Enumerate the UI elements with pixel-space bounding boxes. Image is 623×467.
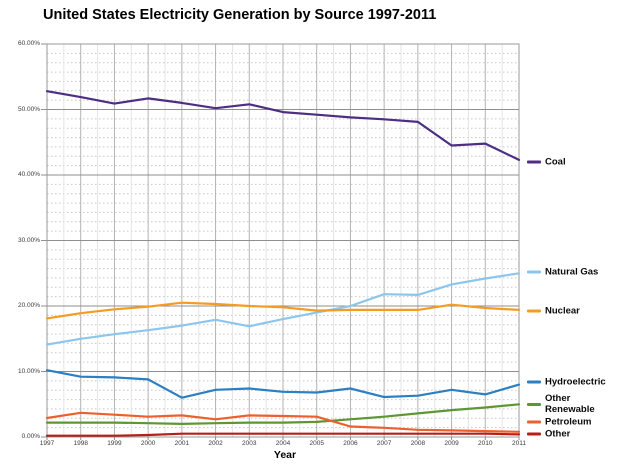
x-tick-label: 2011 bbox=[512, 440, 526, 447]
x-tick-label: 2006 bbox=[343, 440, 358, 447]
legend-label: Hydroelectric bbox=[545, 376, 606, 388]
series-line-natural-gas bbox=[45, 272, 521, 346]
legend-item-coal: Coal bbox=[527, 157, 566, 168]
y-tick-label: 20.00% bbox=[17, 302, 40, 309]
x-tick-label: 2002 bbox=[208, 440, 223, 447]
legend-label: Other bbox=[545, 428, 571, 440]
legend-label: Nuclear bbox=[545, 305, 580, 317]
x-tick-label: 2010 bbox=[478, 440, 493, 447]
legend-swatch-nuclear bbox=[527, 309, 541, 313]
legend-label: Petroleum bbox=[545, 416, 592, 428]
legend-item-petroleum: Petroleum bbox=[527, 417, 591, 428]
x-tick-label: 2003 bbox=[242, 440, 257, 447]
y-tick-label: 30.00% bbox=[17, 236, 40, 244]
x-tick-label: 2007 bbox=[376, 440, 392, 447]
series-line-other bbox=[45, 432, 521, 437]
y-tick-label: 50.00% bbox=[17, 105, 40, 113]
series-line-petroleum bbox=[45, 411, 521, 433]
legend-swatch-other-renewable bbox=[527, 402, 541, 406]
x-tick-label: 1997 bbox=[39, 440, 55, 447]
legend-swatch-petroleum bbox=[527, 420, 541, 424]
legend-label: Other Renewable bbox=[545, 393, 595, 415]
legend-swatch-other bbox=[527, 432, 541, 436]
series-line-nuclear bbox=[45, 301, 521, 320]
legend-item-other: Other bbox=[527, 429, 570, 440]
x-tick-label: 2001 bbox=[174, 440, 190, 447]
legend-item-hydroelectric: Hydroelectric bbox=[527, 377, 606, 388]
legend-label: Natural Gas bbox=[545, 266, 599, 278]
y-tick-label: 40.00% bbox=[17, 171, 40, 178]
series-line-other-renewable bbox=[45, 403, 521, 425]
series-line-hydroelectric bbox=[45, 369, 521, 399]
x-axis-title: Year bbox=[273, 449, 297, 461]
legend-swatch-hydroelectric bbox=[527, 380, 541, 384]
x-tick-label: 1999 bbox=[107, 440, 122, 447]
series-lines bbox=[45, 90, 521, 437]
y-tick-label: 0.00% bbox=[21, 433, 40, 440]
legend-swatch-coal bbox=[527, 160, 541, 164]
chart-title: United States Electricity Generation by … bbox=[43, 7, 437, 23]
legend-swatch-natural-gas bbox=[527, 270, 541, 274]
series-line-coal bbox=[45, 90, 521, 161]
legend-label: Coal bbox=[545, 156, 566, 168]
legend-item-other-renewable: Other Renewable bbox=[527, 393, 621, 415]
x-tick-label: 2005 bbox=[309, 440, 324, 447]
legend-item-natural-gas: Natural Gas bbox=[527, 267, 598, 278]
y-tick-label: 10.00% bbox=[17, 367, 40, 375]
x-tick-label: 2009 bbox=[444, 440, 459, 447]
x-tick-label: 2004 bbox=[275, 440, 291, 447]
x-tick-label: 1998 bbox=[73, 440, 88, 447]
legend-item-nuclear: Nuclear bbox=[527, 306, 580, 317]
x-tick-label: 2008 bbox=[410, 440, 426, 447]
y-tick-label: 60.00% bbox=[17, 40, 40, 47]
x-tick-label: 2000 bbox=[140, 440, 156, 447]
axis-ticks bbox=[41, 43, 520, 440]
